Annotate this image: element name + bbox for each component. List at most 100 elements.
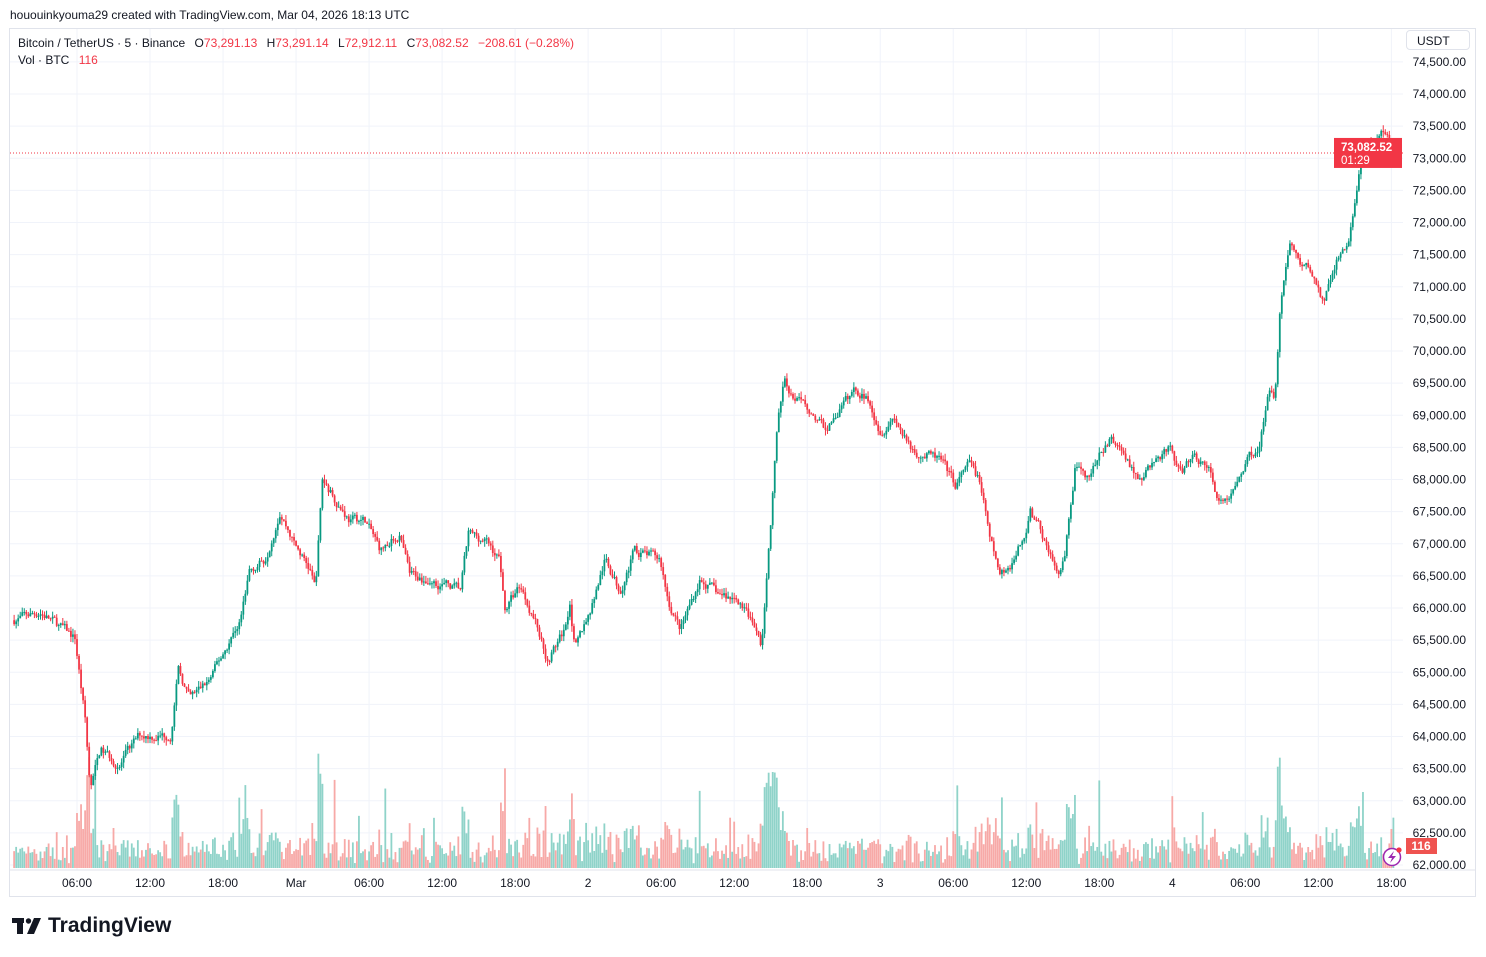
volume-bar bbox=[944, 859, 947, 868]
volume-bar bbox=[512, 856, 514, 868]
y-tick-label: 66,500.00 bbox=[1413, 569, 1467, 583]
volume-bar bbox=[120, 843, 123, 868]
currency-button[interactable]: USDT bbox=[1406, 30, 1470, 50]
candle-down bbox=[755, 627, 758, 631]
volume-bar bbox=[171, 817, 174, 868]
candle-down bbox=[41, 614, 44, 616]
candle-up bbox=[39, 614, 42, 616]
volume-bar bbox=[295, 849, 297, 868]
candle-down bbox=[1047, 545, 1050, 553]
candle-down bbox=[635, 546, 638, 553]
volume-bar bbox=[431, 856, 433, 868]
volume-bar bbox=[1226, 858, 1228, 868]
volume-bar bbox=[429, 862, 431, 868]
volume-bar bbox=[226, 859, 228, 868]
candle-down bbox=[1216, 491, 1218, 499]
candle-up bbox=[552, 646, 555, 653]
volume-bar bbox=[1284, 816, 1287, 868]
volume-bar bbox=[1230, 847, 1233, 868]
candle-up bbox=[1069, 504, 1072, 519]
volume-label[interactable]: Vol · BTC bbox=[18, 53, 70, 67]
candle-up bbox=[224, 650, 226, 655]
candle-down bbox=[406, 554, 409, 562]
candle-down bbox=[1136, 474, 1139, 479]
symbol-title[interactable]: Bitcoin / TetherUS · 5 · Binance bbox=[18, 36, 186, 50]
volume-bar bbox=[333, 779, 336, 868]
x-tick-label: 12:00 bbox=[1011, 876, 1041, 890]
volume-bar bbox=[191, 846, 194, 868]
volume-bar bbox=[489, 851, 492, 868]
volume-bar bbox=[581, 861, 583, 868]
candle-up bbox=[919, 457, 922, 459]
candle-up bbox=[234, 631, 237, 633]
volume-bar bbox=[376, 854, 379, 868]
volume-bar bbox=[301, 855, 304, 868]
candle-down bbox=[1088, 475, 1091, 477]
volume-bar bbox=[110, 849, 113, 868]
candle-up bbox=[1025, 532, 1028, 539]
ohlc-row: Bitcoin / TetherUS · 5 · Binance O73,291… bbox=[18, 35, 574, 52]
volume-bar bbox=[763, 787, 766, 868]
volume-bar bbox=[510, 844, 512, 868]
volume-bar bbox=[666, 825, 669, 868]
volume-bar bbox=[445, 853, 448, 868]
volume-bar bbox=[1268, 847, 1271, 868]
candle-up bbox=[1355, 190, 1358, 204]
volume-bar bbox=[311, 823, 314, 868]
volume-bar bbox=[514, 841, 517, 868]
candle-up bbox=[453, 583, 456, 586]
candle-down bbox=[25, 611, 28, 615]
volume-bar bbox=[1360, 825, 1362, 868]
candle-up bbox=[479, 540, 482, 542]
candle-down bbox=[347, 516, 350, 523]
volume-bar bbox=[830, 854, 833, 868]
volume-bar bbox=[560, 854, 563, 868]
candle-up bbox=[1147, 465, 1149, 470]
candle-down bbox=[854, 387, 857, 391]
candle-up bbox=[694, 592, 697, 599]
candle-up bbox=[337, 506, 340, 508]
volume-bar bbox=[218, 854, 220, 868]
candle-up bbox=[1260, 431, 1263, 447]
candle-up bbox=[1240, 473, 1243, 477]
candle-up bbox=[850, 392, 853, 396]
candle-down bbox=[489, 543, 492, 546]
candle-up bbox=[1143, 477, 1145, 480]
volume-bar bbox=[601, 852, 604, 868]
candle-down bbox=[189, 691, 192, 695]
volume-bar bbox=[810, 856, 813, 868]
volume-bar bbox=[1013, 846, 1015, 868]
candle-up bbox=[848, 395, 851, 400]
candle-down bbox=[1209, 467, 1212, 473]
candle-down bbox=[897, 423, 900, 428]
volume-bar bbox=[615, 834, 618, 868]
candle-down bbox=[1309, 267, 1312, 272]
close-value: 73,082.52 bbox=[415, 36, 469, 50]
volume-bar bbox=[1260, 815, 1263, 868]
volume-bar bbox=[1321, 845, 1324, 868]
candle-down bbox=[1114, 443, 1117, 446]
tradingview-logo[interactable]: TradingView bbox=[12, 914, 171, 938]
candle-down bbox=[86, 717, 89, 747]
candle-down bbox=[1057, 571, 1060, 575]
volume-bar bbox=[1339, 843, 1342, 868]
candle-up bbox=[1337, 257, 1340, 260]
candle-up bbox=[1098, 452, 1101, 461]
candle-up bbox=[587, 615, 590, 622]
volume-bar bbox=[433, 817, 435, 868]
candle-down bbox=[946, 461, 949, 472]
candle-down bbox=[907, 440, 910, 442]
candle-down bbox=[1293, 245, 1295, 250]
candle-up bbox=[1378, 135, 1381, 139]
volume-bar bbox=[1049, 849, 1052, 868]
volume-bar bbox=[177, 804, 180, 868]
candle-up bbox=[603, 559, 606, 572]
candle-up bbox=[124, 749, 127, 756]
candle-down bbox=[1102, 452, 1105, 454]
candle-up bbox=[315, 576, 318, 583]
y-tick-label: 67,500.00 bbox=[1413, 505, 1467, 519]
volume-bar bbox=[812, 851, 815, 868]
volume-bar bbox=[39, 851, 42, 868]
volume-bar bbox=[637, 825, 640, 868]
